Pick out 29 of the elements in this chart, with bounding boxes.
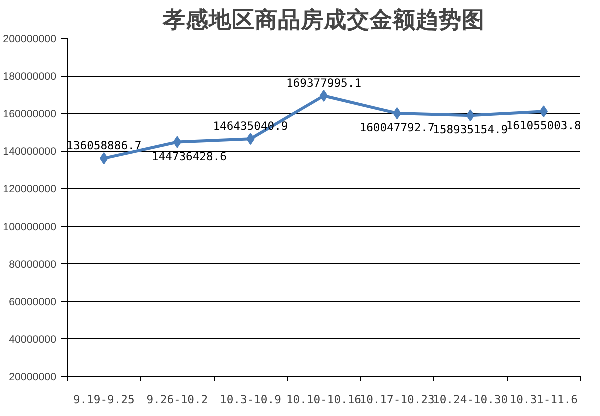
x-tick-label: 10.10-10.16 <box>286 392 362 406</box>
y-tick-label: 60000000 <box>9 296 57 308</box>
point <box>540 106 548 118</box>
y-tick-label: 100000000 <box>3 221 57 234</box>
x-tick-label: 10.17-10.23 <box>360 392 435 406</box>
y-tick-label: 40000000 <box>9 334 57 346</box>
chart-title: 孝感地区商品房成交金额趋势图 <box>162 6 485 34</box>
y-tick-label: 20000000 <box>9 372 57 384</box>
point <box>320 90 328 102</box>
point <box>466 110 475 122</box>
x-tick-label: 10.31-11.6 <box>510 392 578 406</box>
y-tick-label: 120000000 <box>3 184 57 196</box>
x-tick-label: 9.26-10.2 <box>146 392 208 406</box>
data-label: 160047792.7 <box>360 120 435 135</box>
data-label: 158935154.9 <box>433 122 508 137</box>
data-label: 169377995.1 <box>286 76 362 90</box>
y-tick-label: 180000000 <box>3 71 57 84</box>
x-tick-label: 10.24-10.30 <box>433 392 508 406</box>
data-label: 144736428.6 <box>152 149 228 164</box>
x-tick-label: 10.3-10.9 <box>220 392 282 406</box>
data-label: 136058886.7 <box>66 138 142 153</box>
y-tick-label: 160000000 <box>3 108 57 121</box>
data-label: 161055003.8 <box>506 118 582 133</box>
y-tick-label: 80000000 <box>9 258 57 271</box>
y-tick-label: 140000000 <box>3 146 57 158</box>
y-tick-label: 200000000 <box>3 34 57 46</box>
x-tick-label: 9.19-9.25 <box>73 392 135 406</box>
point <box>173 136 182 148</box>
point <box>100 152 108 165</box>
